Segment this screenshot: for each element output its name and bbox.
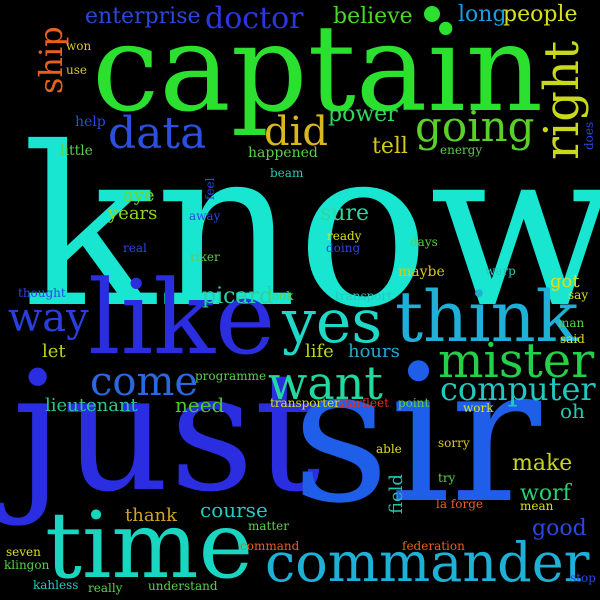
word-seven: seven	[6, 545, 41, 559]
word-sir: sir	[292, 324, 542, 545]
word-doing: doing	[326, 241, 361, 255]
word-use: use	[66, 63, 87, 77]
word-does: does	[582, 121, 596, 150]
word-kahless: kahless	[33, 578, 79, 592]
word-happened: happened	[248, 145, 318, 161]
word-real: real	[123, 241, 147, 255]
word-time: time	[45, 492, 254, 599]
word-federation: federation	[402, 539, 465, 553]
word-mean: mean	[520, 499, 554, 513]
word-right: right	[534, 40, 590, 160]
word-like: like	[88, 259, 276, 378]
word-aye: aye	[123, 185, 155, 206]
word-command: command	[240, 539, 300, 553]
word-way: way	[8, 295, 89, 341]
word-beam: beam	[270, 166, 304, 180]
word-starfleet: starfleet	[338, 396, 389, 410]
word-days: days	[410, 235, 438, 249]
word-doctor: doctor	[205, 1, 304, 36]
word-say: say	[568, 288, 589, 302]
word-believe: believe	[333, 4, 413, 29]
word-riker: riker	[190, 250, 220, 264]
word-little: little	[60, 143, 93, 159]
word-thought: thought	[18, 286, 66, 300]
word-la-forge: la forge	[436, 497, 483, 511]
word-picard: picard	[202, 284, 274, 309]
word-let: let	[42, 341, 66, 362]
word-did: did	[264, 109, 329, 155]
word-point: point	[398, 396, 430, 410]
dot-decoration	[424, 6, 440, 22]
word-make: make	[512, 451, 573, 476]
word-course: course	[200, 498, 268, 522]
word-going: going	[415, 102, 535, 151]
word-ship: ship	[32, 26, 70, 94]
word-sorry: sorry	[438, 436, 470, 450]
word-know: know	[22, 100, 600, 356]
word-man: man	[558, 316, 585, 330]
word-worf: worf	[520, 481, 571, 506]
word-programme: programme	[195, 369, 267, 383]
word-won: won	[66, 39, 92, 53]
word-feel: feel	[203, 177, 217, 200]
word-power: power	[328, 102, 398, 127]
word-yes: yes	[282, 287, 383, 357]
word-got: got	[550, 271, 580, 292]
word-understand: understand	[148, 579, 218, 593]
word-data: data	[108, 108, 207, 159]
word-transporter: transporter	[270, 396, 340, 410]
word-sure: sure	[320, 201, 369, 226]
word-able: able	[376, 442, 402, 456]
word-lieutenant: lieutenant	[45, 395, 138, 416]
word-said: said	[560, 332, 585, 346]
word-work: work	[463, 401, 494, 415]
word-life: life	[305, 341, 334, 362]
word-just: just	[12, 336, 321, 528]
word-thank: thank	[125, 505, 178, 526]
word-klingon: klingon	[4, 558, 50, 572]
word-people: people	[503, 2, 578, 27]
word-computer: computer	[440, 370, 596, 408]
word-oh: oh	[560, 399, 585, 423]
word-look: look	[268, 289, 294, 303]
word-ready: ready	[327, 229, 362, 243]
word-come: come	[90, 359, 199, 405]
word-try: try	[438, 471, 456, 485]
word-long: long	[458, 2, 507, 27]
word-matter: matter	[248, 519, 290, 533]
word-captain: captain	[92, 0, 543, 139]
word-hours: hours	[348, 341, 400, 362]
word-warp: warp	[485, 264, 516, 278]
word-want: want	[268, 356, 383, 410]
word-good: good	[532, 516, 587, 541]
word-years: years	[108, 203, 158, 224]
word-away: away	[189, 209, 221, 223]
word-transport: transport	[335, 289, 393, 303]
word-enterprise: enterprise	[85, 4, 201, 29]
word-need: need	[175, 393, 225, 417]
word-tell: tell	[372, 134, 408, 159]
word-energy: energy	[440, 143, 483, 157]
word-commander: commander	[265, 531, 590, 594]
word-maybe: maybe	[398, 264, 445, 280]
word-mister: mister	[438, 333, 595, 389]
word-think: think	[395, 276, 579, 358]
word-really: really	[88, 581, 123, 595]
word-help: help	[75, 114, 106, 130]
word-field: field	[386, 474, 407, 514]
word-stop: stop	[570, 571, 596, 585]
